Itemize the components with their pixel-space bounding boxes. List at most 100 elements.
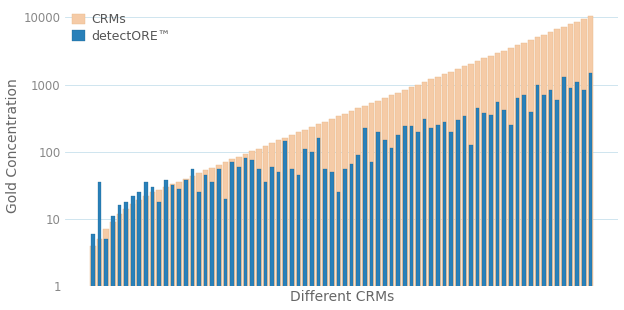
Bar [144,183,148,310]
Bar [535,85,539,310]
Bar [528,40,534,310]
Bar [509,125,513,310]
Bar [210,168,215,310]
Bar [382,98,388,310]
Bar [336,116,341,310]
Bar [522,95,526,310]
Bar [568,24,573,310]
Bar [250,160,254,310]
Bar [150,192,155,310]
Bar [376,132,380,310]
Bar [130,204,135,310]
Bar [157,190,162,310]
Bar [488,56,494,310]
Bar [137,200,142,310]
Bar [197,192,201,310]
Legend: CRMs, detectORE™: CRMs, detectORE™ [69,9,174,46]
Bar [196,173,202,310]
Bar [515,98,519,310]
Bar [555,100,559,310]
Bar [322,122,328,310]
Bar [588,73,592,310]
Bar [349,111,354,310]
Bar [263,183,267,310]
Bar [237,167,241,310]
Bar [495,53,500,310]
Bar [469,145,473,310]
Bar [482,113,486,310]
Bar [442,122,446,310]
Bar [476,108,479,310]
Bar [442,74,447,310]
Bar [455,69,461,310]
Bar [230,159,235,310]
Bar [124,202,128,310]
Bar [448,72,454,310]
Bar [190,176,195,310]
Bar [323,169,327,310]
Bar [362,106,368,310]
Bar [309,127,314,310]
Bar [562,77,566,310]
Bar [541,35,547,310]
Bar [575,82,579,310]
Bar [581,19,587,310]
Bar [249,151,255,310]
Bar [277,172,280,310]
Bar [395,93,401,310]
Bar [137,192,141,310]
Bar [383,140,387,310]
Bar [217,169,221,310]
Bar [263,146,268,310]
Bar [223,162,228,310]
Bar [396,135,400,310]
Bar [435,77,441,310]
Bar [224,199,227,310]
Bar [289,135,295,310]
Bar [403,126,406,310]
Bar [429,127,433,310]
Bar [462,66,467,310]
Bar [269,143,275,310]
Bar [429,79,434,310]
Bar [316,138,320,310]
Bar [203,170,208,310]
Bar [376,100,381,310]
Bar [310,152,314,310]
Bar [243,158,247,310]
Bar [110,222,115,310]
Bar [582,90,586,310]
Bar [329,119,334,310]
Bar [283,141,287,310]
Bar [356,155,360,310]
Bar [415,85,421,310]
Bar [276,140,281,310]
Bar [555,29,560,310]
Bar [449,132,453,310]
Bar [495,102,499,310]
Bar [170,185,174,310]
Bar [549,90,552,310]
Bar [210,183,214,310]
Bar [297,175,300,310]
Bar [183,179,188,310]
Bar [389,148,393,310]
Bar [342,114,348,310]
Bar [363,128,367,310]
Bar [236,157,241,310]
Bar [475,61,480,310]
Bar [330,172,334,310]
Bar [568,88,572,310]
Bar [296,132,301,310]
Bar [131,196,135,310]
Bar [177,182,182,310]
Bar [316,124,321,310]
Bar [97,239,102,310]
Bar [502,51,507,310]
Bar [256,148,261,310]
X-axis label: Different CRMs: Different CRMs [290,290,394,304]
Bar [369,103,374,310]
Bar [529,112,532,310]
Bar [502,110,506,310]
Bar [574,21,580,310]
